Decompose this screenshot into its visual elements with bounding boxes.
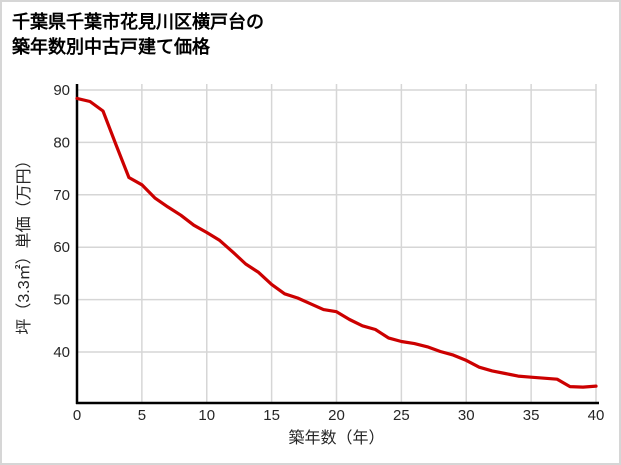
y-tick-label: 70 <box>53 187 70 204</box>
chart-title-line1: 千葉県千葉市花見川区横戸台の <box>12 12 264 32</box>
chart-title-line2: 築年数別中古戸建て価格 <box>12 37 210 57</box>
x-tick-label: 35 <box>523 407 540 424</box>
x-tick-label: 30 <box>458 407 475 424</box>
x-tick-label: 40 <box>588 407 605 424</box>
y-tick-label: 80 <box>53 134 70 151</box>
price-line <box>75 96 598 389</box>
chart-title: 千葉県千葉市花見川区横戸台の 築年数別中古戸建て価格 <box>12 10 264 60</box>
x-tick-label: 5 <box>138 407 146 424</box>
x-tick-label: 10 <box>198 407 215 424</box>
x-tick-label: 0 <box>73 407 81 424</box>
y-axis-title: 坪（3.3㎡）単価（万円） <box>15 152 33 334</box>
y-tick-label: 90 <box>53 82 70 99</box>
x-tick-label: 15 <box>263 407 280 424</box>
x-tick-label: 20 <box>328 407 345 424</box>
y-tick-label: 60 <box>53 239 70 256</box>
x-axis-title: 築年数（年） <box>288 429 384 447</box>
y-tick-label: 50 <box>53 292 70 309</box>
y-tick-label: 40 <box>53 344 70 361</box>
x-tick-label: 25 <box>393 407 410 424</box>
